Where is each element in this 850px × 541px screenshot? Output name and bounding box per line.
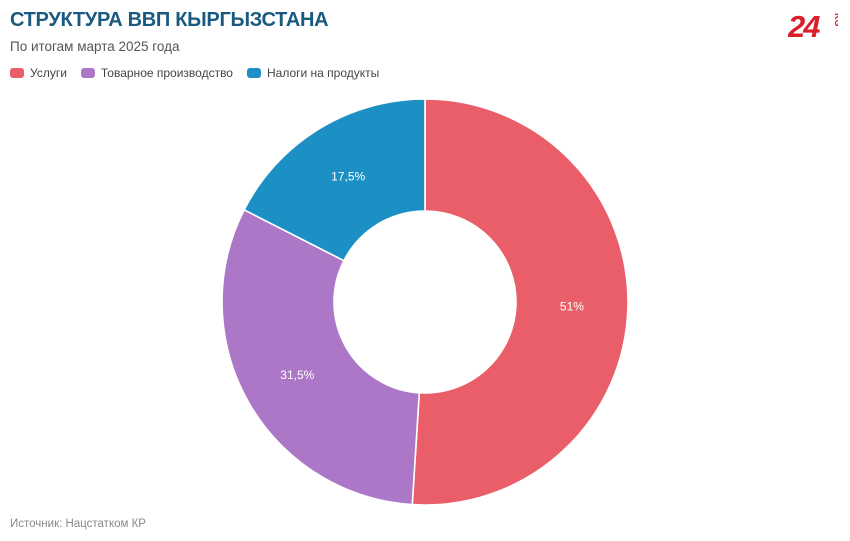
legend-label-goods-production: Товарное производство: [100, 66, 233, 80]
donut-slice-product-taxes[interactable]: [243, 98, 426, 262]
donut-slice-goods-production[interactable]: [221, 209, 421, 506]
donut-slice-services[interactable]: [411, 98, 629, 506]
chart-subtitle: По итогам марта 2025 года: [10, 39, 180, 54]
data-label-product-taxes: 17,5%: [331, 170, 365, 184]
legend-swatch-product-taxes: [246, 68, 261, 78]
legend-label-services: Услуги: [30, 66, 67, 80]
chart-title: СТРУКТУРА ВВП КЫРГЫЗСТАНА: [10, 9, 329, 31]
legend-label-product-taxes: Налоги на продукты: [266, 66, 380, 80]
legend-item-services[interactable]: Услуги: [10, 66, 67, 80]
legend: Услуги Товарное производство Налоги на п…: [10, 66, 379, 80]
svg-text:24: 24: [788, 9, 820, 41]
logo-icon: 24 KG: [788, 9, 838, 41]
data-label-services: 51%: [560, 300, 584, 314]
legend-swatch-services: [10, 68, 24, 78]
svg-text:KG: KG: [833, 13, 838, 27]
legend-item-goods-production[interactable]: Товарное производство: [80, 66, 233, 80]
brand-logo[interactable]: 24 KG: [788, 9, 838, 41]
legend-item-product-taxes[interactable]: Налоги на продукты: [246, 66, 380, 80]
source-note: Источник: Нацстатком КР: [10, 518, 146, 530]
data-label-goods-production: 31,5%: [280, 368, 314, 382]
legend-swatch-goods-production: [80, 68, 95, 78]
